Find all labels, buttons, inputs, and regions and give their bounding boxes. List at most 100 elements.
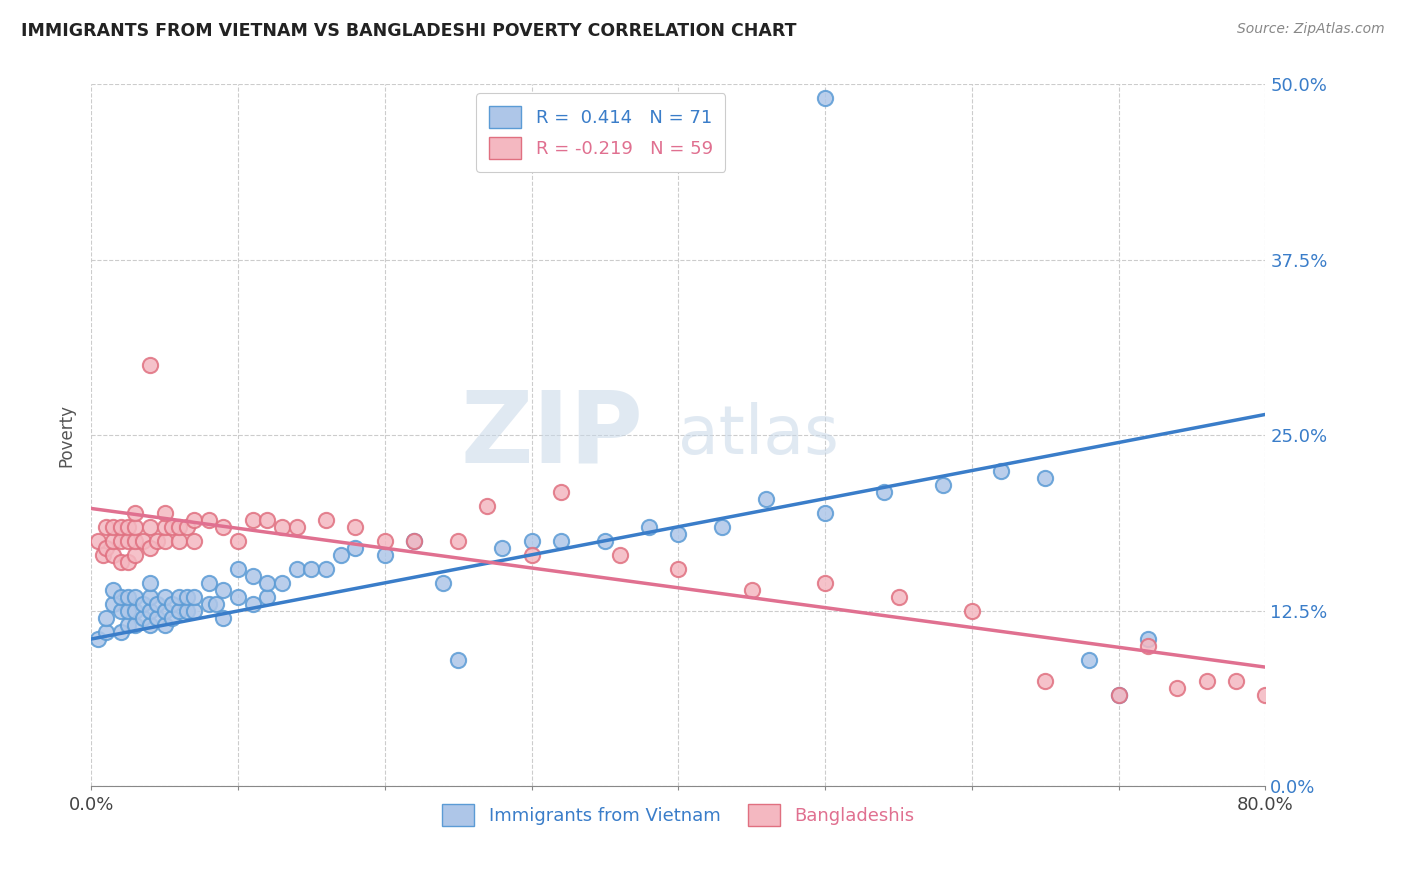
Point <box>520 533 543 548</box>
Point <box>205 597 228 611</box>
Point <box>226 533 249 548</box>
Point <box>271 575 294 590</box>
Point <box>666 526 689 541</box>
Point <box>299 562 322 576</box>
Point <box>638 519 661 533</box>
Point <box>1225 674 1247 689</box>
Point <box>117 590 139 604</box>
Point <box>94 625 117 640</box>
Point <box>593 533 616 548</box>
Point <box>160 611 183 625</box>
Point <box>101 519 124 533</box>
Point <box>131 533 153 548</box>
Point <box>153 604 176 618</box>
Point <box>117 555 139 569</box>
Point <box>226 562 249 576</box>
Point <box>167 519 190 533</box>
Point <box>242 597 264 611</box>
Point <box>124 590 146 604</box>
Point <box>609 548 631 562</box>
Point <box>110 519 132 533</box>
Point <box>146 533 169 548</box>
Point <box>117 604 139 618</box>
Point <box>139 618 162 632</box>
Point <box>256 513 278 527</box>
Point <box>197 597 219 611</box>
Point <box>329 548 352 562</box>
Point <box>285 519 308 533</box>
Point <box>124 618 146 632</box>
Point <box>887 590 910 604</box>
Point <box>139 575 162 590</box>
Text: atlas: atlas <box>678 402 839 468</box>
Point <box>666 562 689 576</box>
Point <box>814 575 837 590</box>
Point <box>242 513 264 527</box>
Point <box>131 611 153 625</box>
Point <box>117 618 139 632</box>
Point <box>814 506 837 520</box>
Point <box>432 575 454 590</box>
Point <box>146 611 169 625</box>
Point <box>124 548 146 562</box>
Point <box>101 533 124 548</box>
Point <box>226 590 249 604</box>
Point <box>167 533 190 548</box>
Point <box>1108 688 1130 702</box>
Point <box>124 506 146 520</box>
Point <box>176 590 198 604</box>
Point <box>1137 632 1160 646</box>
Point <box>153 533 176 548</box>
Point <box>931 477 953 491</box>
Point <box>755 491 778 506</box>
Point <box>117 519 139 533</box>
Point <box>183 604 205 618</box>
Point <box>146 597 169 611</box>
Point <box>550 533 572 548</box>
Point <box>315 513 337 527</box>
Point <box>87 533 110 548</box>
Point <box>183 513 205 527</box>
Point <box>374 533 396 548</box>
Point <box>1108 688 1130 702</box>
Point <box>990 464 1012 478</box>
Point <box>550 484 572 499</box>
Point <box>117 533 139 548</box>
Point <box>447 533 470 548</box>
Point <box>212 519 235 533</box>
Point <box>124 519 146 533</box>
Point <box>101 597 124 611</box>
Point <box>404 533 426 548</box>
Point <box>139 590 162 604</box>
Point <box>124 604 146 618</box>
Point <box>110 555 132 569</box>
Text: IMMIGRANTS FROM VIETNAM VS BANGLADESHI POVERTY CORRELATION CHART: IMMIGRANTS FROM VIETNAM VS BANGLADESHI P… <box>21 22 797 40</box>
Point <box>1078 653 1101 667</box>
Point <box>131 597 153 611</box>
Text: Source: ZipAtlas.com: Source: ZipAtlas.com <box>1237 22 1385 37</box>
Point <box>344 519 367 533</box>
Point <box>139 604 162 618</box>
Point <box>344 541 367 555</box>
Point <box>520 548 543 562</box>
Point <box>153 618 176 632</box>
Point <box>160 597 183 611</box>
Point <box>110 604 132 618</box>
Point <box>124 533 146 548</box>
Point <box>1195 674 1218 689</box>
Point <box>110 533 132 548</box>
Point <box>1033 674 1056 689</box>
Point <box>153 506 176 520</box>
Point <box>491 541 513 555</box>
Point <box>94 611 117 625</box>
Point <box>1033 470 1056 484</box>
Point <box>139 541 162 555</box>
Point <box>197 575 219 590</box>
Point <box>160 519 183 533</box>
Y-axis label: Poverty: Poverty <box>58 404 75 467</box>
Text: ZIP: ZIP <box>460 387 643 484</box>
Point <box>873 484 896 499</box>
Point <box>271 519 294 533</box>
Point <box>139 358 162 372</box>
Point <box>212 582 235 597</box>
